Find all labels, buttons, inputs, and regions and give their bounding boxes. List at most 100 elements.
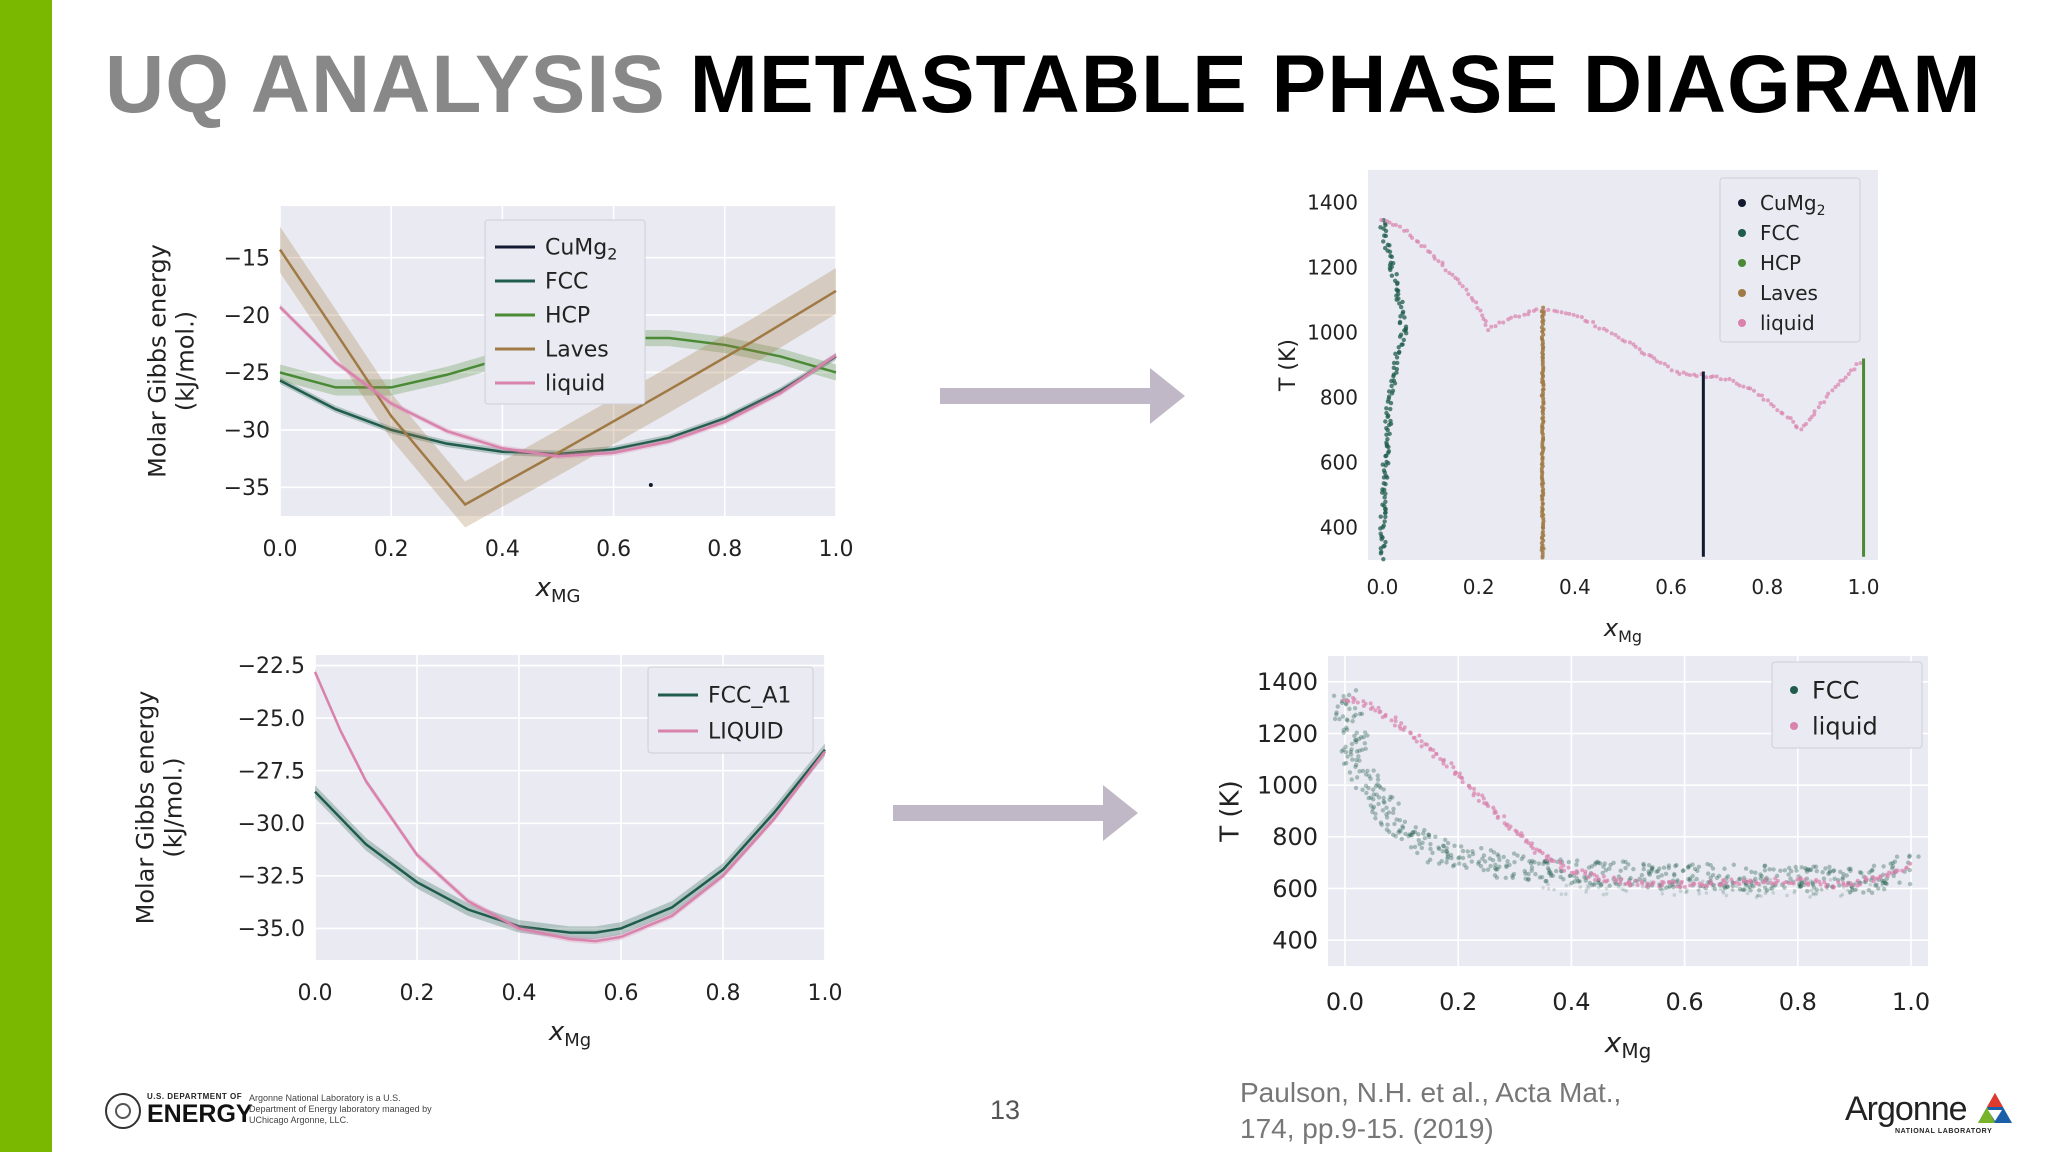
- scatter-point: [1510, 875, 1515, 880]
- scatter-point: [1410, 235, 1415, 240]
- scatter-point: [1609, 331, 1614, 336]
- scatter-point: [1821, 876, 1827, 881]
- scatter-point: [1814, 868, 1819, 874]
- scatter-point: [1799, 865, 1804, 870]
- scatter-point: [1859, 870, 1864, 876]
- scatter-point: [1566, 865, 1571, 870]
- arrow-head: [1103, 785, 1138, 841]
- scatter-point: [1796, 885, 1801, 890]
- scatter-point: [1393, 715, 1398, 720]
- scatter-point: [1768, 877, 1773, 882]
- scatter-point: [1491, 805, 1496, 810]
- scatter-point: [1386, 829, 1392, 834]
- scatter-point: [1797, 877, 1802, 882]
- legend-label: FCC: [1812, 676, 1859, 704]
- scatter-point: [1808, 867, 1814, 872]
- scatter-point: [1574, 876, 1580, 881]
- scatter-point: [1527, 859, 1532, 864]
- scatter-point: [1559, 892, 1564, 896]
- scatter-point: [1604, 879, 1609, 884]
- scatter-point: [1541, 387, 1546, 392]
- x-tick-label: 0.8: [1779, 988, 1817, 1016]
- x-axis-label: xMg: [1604, 1026, 1652, 1063]
- scatter-point: [1522, 312, 1527, 317]
- scatter-point: [1672, 871, 1677, 877]
- scatter-point: [1797, 882, 1802, 887]
- scatter-point: [1475, 305, 1480, 310]
- scatter-point: [1705, 861, 1710, 867]
- scatter-point: [1440, 263, 1445, 268]
- scatter-point: [1737, 876, 1743, 881]
- scatter-point: [1699, 884, 1704, 889]
- scatter-point: [1344, 725, 1349, 730]
- x-tick-label: 0.8: [707, 537, 742, 562]
- argonne-wordmark: Argonne: [1845, 1090, 1968, 1128]
- scatter-point: [1539, 309, 1544, 314]
- scatter-point: [1378, 225, 1383, 230]
- scatter-point: [1495, 852, 1500, 857]
- scatter-point: [1907, 867, 1912, 873]
- scatter-point: [1649, 867, 1655, 872]
- scatter-point: [1771, 891, 1776, 895]
- scatter-point: [1814, 892, 1818, 897]
- scatter-point: [1544, 854, 1549, 859]
- legend-swatch: [1738, 229, 1746, 237]
- scatter-point: [1394, 370, 1399, 375]
- scatter-point: [1657, 866, 1662, 871]
- x-tick-label: 0.6: [1655, 575, 1687, 599]
- scatter-point: [1490, 858, 1496, 863]
- scatter-point: [1826, 871, 1831, 877]
- scatter-point: [1384, 805, 1389, 810]
- scatter-point: [1794, 425, 1799, 430]
- scatter-haze: [1541, 877, 1884, 900]
- scatter-point: [1393, 834, 1398, 839]
- argonne-subtitle: NATIONAL LABORATORY: [1895, 1128, 1993, 1135]
- scatter-point: [1522, 868, 1527, 874]
- scatter-point: [1343, 702, 1349, 707]
- scatter-point: [1883, 881, 1888, 886]
- scatter-point: [1792, 890, 1797, 895]
- scatter-point: [1393, 351, 1398, 356]
- scatter-point: [1685, 888, 1689, 892]
- scatter-point: [1750, 883, 1754, 888]
- scatter-point: [1412, 829, 1418, 835]
- scatter-point: [1382, 519, 1387, 524]
- x-tick-label: 0.2: [1463, 575, 1495, 599]
- scatter-point: [1561, 877, 1566, 882]
- scatter-point: [1709, 881, 1714, 886]
- scatter-point: [1737, 383, 1742, 388]
- scatter-point: [1414, 739, 1419, 744]
- scatter-point: [1869, 890, 1875, 895]
- scatter-point: [1812, 412, 1817, 417]
- scatter-point: [1586, 865, 1592, 870]
- scatter-point: [1786, 879, 1790, 884]
- scatter-point: [1885, 873, 1890, 878]
- scatter-point: [1395, 291, 1401, 297]
- x-tick-label: 0.8: [1751, 575, 1783, 599]
- scatter-point: [1721, 891, 1726, 895]
- scatter-point: [1555, 309, 1560, 314]
- scatter-point: [1646, 869, 1651, 874]
- scatter-point: [1375, 773, 1381, 778]
- legend: FCC liquid: [1771, 661, 1923, 749]
- scatter-point: [1339, 700, 1345, 705]
- scatter-point: [1361, 734, 1366, 740]
- scatter-point: [1354, 775, 1360, 780]
- title-part2: METASTABLE PHASE DIAGRAM: [689, 39, 1982, 130]
- scatter-point: [1810, 879, 1815, 884]
- scatter-point: [1850, 886, 1854, 891]
- scatter-point: [1455, 277, 1460, 282]
- scatter-point: [1660, 888, 1664, 892]
- scatter-point: [1737, 882, 1742, 887]
- scatter-point: [1460, 284, 1465, 289]
- scatter-point: [1826, 391, 1831, 396]
- scatter-point: [1888, 861, 1893, 866]
- scatter-point: [1854, 880, 1859, 885]
- scatter-point: [1385, 822, 1390, 827]
- series-line-Laves: [278, 248, 837, 507]
- scatter-point: [1691, 881, 1696, 886]
- scatter-point: [1827, 870, 1832, 875]
- scatter-point: [1601, 326, 1606, 331]
- scatter-point: [1541, 886, 1545, 890]
- scatter-point: [1742, 887, 1747, 892]
